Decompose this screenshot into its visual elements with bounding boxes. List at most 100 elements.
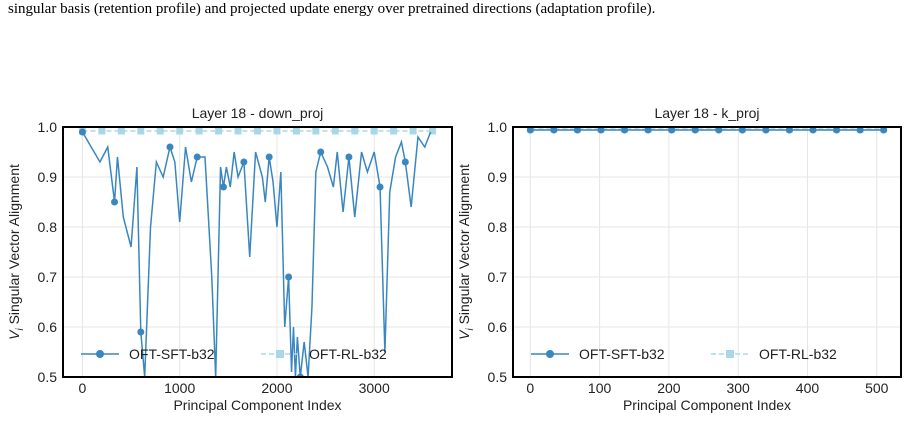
x-tick-label: 300 [726, 380, 750, 396]
legend-entry: OFT-SFT-b32 [531, 346, 665, 362]
data-point [292, 127, 300, 135]
data-point [409, 127, 417, 135]
legend-label: OFT-SFT-b32 [129, 346, 215, 362]
chart-panel-2: Layer 18 - k_proj 0 100 200 300 400 500 0.5 0.6 0… [456, 105, 902, 413]
x-tick-label: 500 [865, 380, 889, 396]
y-label-symbol: V [456, 329, 472, 340]
y-tick-label: 0.6 [488, 319, 508, 335]
data-point [644, 127, 652, 134]
y-tick-label: 0.8 [38, 219, 58, 235]
x-axis-label: Principal Component Index [173, 397, 341, 413]
data-point [331, 127, 339, 135]
plot-area [526, 127, 888, 134]
data-point [621, 127, 629, 134]
legend-marker [546, 350, 554, 358]
y-label-symbol: V [6, 329, 22, 340]
y-axis-label: Vi Singular Vector Alignment [456, 164, 476, 340]
chart-title: Layer 18 - k_proj [654, 105, 759, 121]
legend-label: OFT-SFT-b32 [579, 346, 665, 362]
data-point [234, 127, 242, 135]
data-point [345, 153, 353, 161]
data-point [573, 127, 581, 134]
data-point [285, 273, 293, 281]
data-point [833, 127, 841, 134]
data-point [273, 127, 281, 135]
x-tick-label: 400 [796, 380, 820, 396]
y-tick-label: 0.7 [488, 269, 508, 285]
y-tick-label: 0.5 [38, 369, 58, 385]
y-tick-label: 0.9 [488, 169, 508, 185]
data-point [376, 183, 384, 191]
data-point [78, 128, 86, 136]
data-point [691, 127, 699, 134]
data-point [195, 127, 203, 135]
chart-title: Layer 18 - down_proj [192, 105, 324, 121]
y-tick-label: 0.5 [488, 369, 508, 385]
y-label-subscript: i [465, 328, 476, 331]
data-point [317, 148, 325, 156]
legend-label: OFT-RL-b32 [309, 346, 387, 362]
data-point [166, 143, 174, 151]
plot-frame [512, 126, 902, 378]
data-point [715, 127, 723, 134]
data-point [117, 127, 125, 135]
data-point [137, 127, 145, 135]
y-tick-label: 0.9 [38, 169, 58, 185]
x-tick-label: 1000 [164, 380, 195, 396]
x-tick-label: 0 [526, 380, 534, 396]
legend-label: OFT-RL-b32 [759, 346, 837, 362]
data-point [111, 198, 119, 206]
plot-frame [62, 126, 453, 378]
x-tick-label: 3000 [359, 380, 390, 396]
legend-marker [276, 350, 284, 358]
data-point [176, 127, 184, 135]
x-axis-label: Principal Component Index [623, 397, 791, 413]
series-line-OFT-SFT-b32 [81, 131, 432, 377]
data-point [738, 127, 746, 134]
data-point [390, 127, 398, 135]
legend-marker [726, 350, 734, 358]
data-point [219, 183, 227, 191]
y-tick-label: 1.0 [488, 119, 508, 135]
data-point [351, 127, 359, 135]
legend-marker [96, 350, 104, 358]
data-point [856, 127, 864, 134]
data-point [370, 127, 378, 135]
data-point [193, 153, 201, 161]
data-point [668, 127, 676, 134]
data-point [156, 127, 164, 135]
data-point [809, 127, 817, 134]
data-point [785, 127, 793, 134]
legend-entry: OFT-RL-b32 [261, 346, 387, 362]
figure-caption: singular basis (retention profile) and p… [8, 1, 656, 17]
y-label-text: Singular Vector Alignment [6, 164, 22, 328]
x-tick-label: 0 [79, 380, 87, 396]
chart-panel-1: Layer 18 - down_proj 0 1000 2000 3000 0.5 0.6 0… [6, 105, 453, 413]
data-point [240, 158, 248, 166]
data-point [526, 127, 534, 134]
y-tick-label: 0.6 [38, 319, 58, 335]
data-point [880, 127, 888, 134]
data-point [401, 158, 409, 166]
y-axis-label: Vi Singular Vector Alignment [6, 164, 26, 340]
y-tick-label: 0.7 [38, 269, 58, 285]
legend-entry: OFT-RL-b32 [711, 346, 837, 362]
y-tick-label: 1.0 [38, 119, 58, 135]
data-point [215, 127, 223, 135]
data-point [550, 127, 558, 134]
data-point [254, 127, 261, 135]
data-point [98, 127, 106, 135]
data-point [265, 153, 273, 161]
data-point [137, 328, 145, 336]
plot-area [78, 127, 437, 377]
y-label-text: Singular Vector Alignment [456, 164, 472, 328]
data-point [312, 127, 320, 135]
x-tick-label: 100 [588, 380, 612, 396]
data-point [762, 127, 770, 134]
data-point [597, 127, 605, 134]
y-tick-label: 0.8 [488, 219, 508, 235]
data-point [429, 127, 437, 135]
x-tick-label: 200 [657, 380, 681, 396]
x-tick-label: 2000 [261, 380, 292, 396]
